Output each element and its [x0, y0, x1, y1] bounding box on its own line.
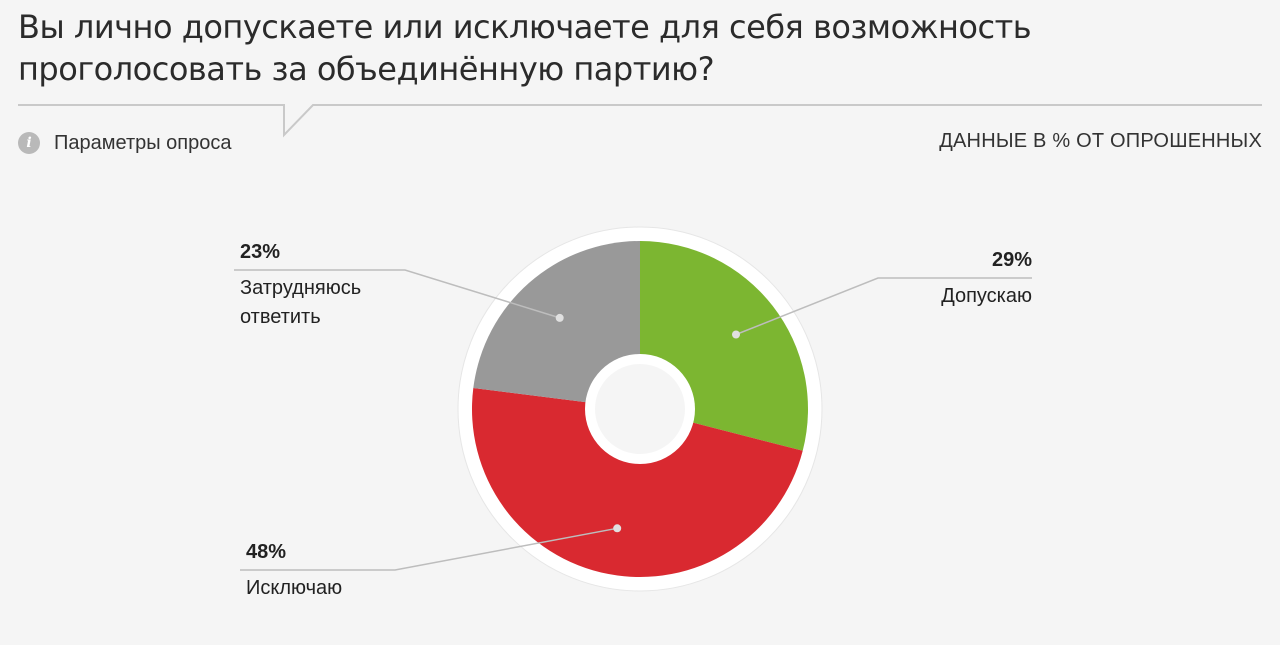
leader-dot — [613, 524, 622, 533]
slice-value-label: 23% — [240, 241, 280, 263]
slice-value-label: 48% — [246, 541, 286, 563]
slice-category-label: ответить — [240, 306, 321, 328]
pie-slice[interactable] — [473, 241, 640, 409]
units-label: ДАННЫЕ В % ОТ ОПРОШЕННЫХ — [939, 130, 1262, 152]
leader-dot — [555, 313, 564, 322]
donut-hole — [595, 364, 685, 454]
leader-line — [234, 269, 560, 319]
leader-line — [735, 277, 1032, 336]
survey-params-label: Параметры опроса — [54, 131, 232, 154]
pie-slice[interactable] — [471, 387, 803, 578]
page-title: Вы лично допускаете или исключаете для с… — [18, 8, 1032, 88]
slice-category-label: Исключаю — [246, 577, 342, 599]
slice-value-label: 29% — [992, 249, 1032, 271]
leader-dot — [732, 330, 740, 339]
leader-line — [240, 527, 618, 571]
slice-category-label: Затрудняюсь — [240, 277, 361, 299]
info-icon: i — [18, 132, 40, 154]
title-divider — [18, 104, 1262, 138]
slice-category-label: Допускаю — [941, 285, 1032, 307]
donut-ring-border — [457, 226, 823, 592]
survey-params-button[interactable]: i Параметры опроса — [18, 130, 232, 156]
